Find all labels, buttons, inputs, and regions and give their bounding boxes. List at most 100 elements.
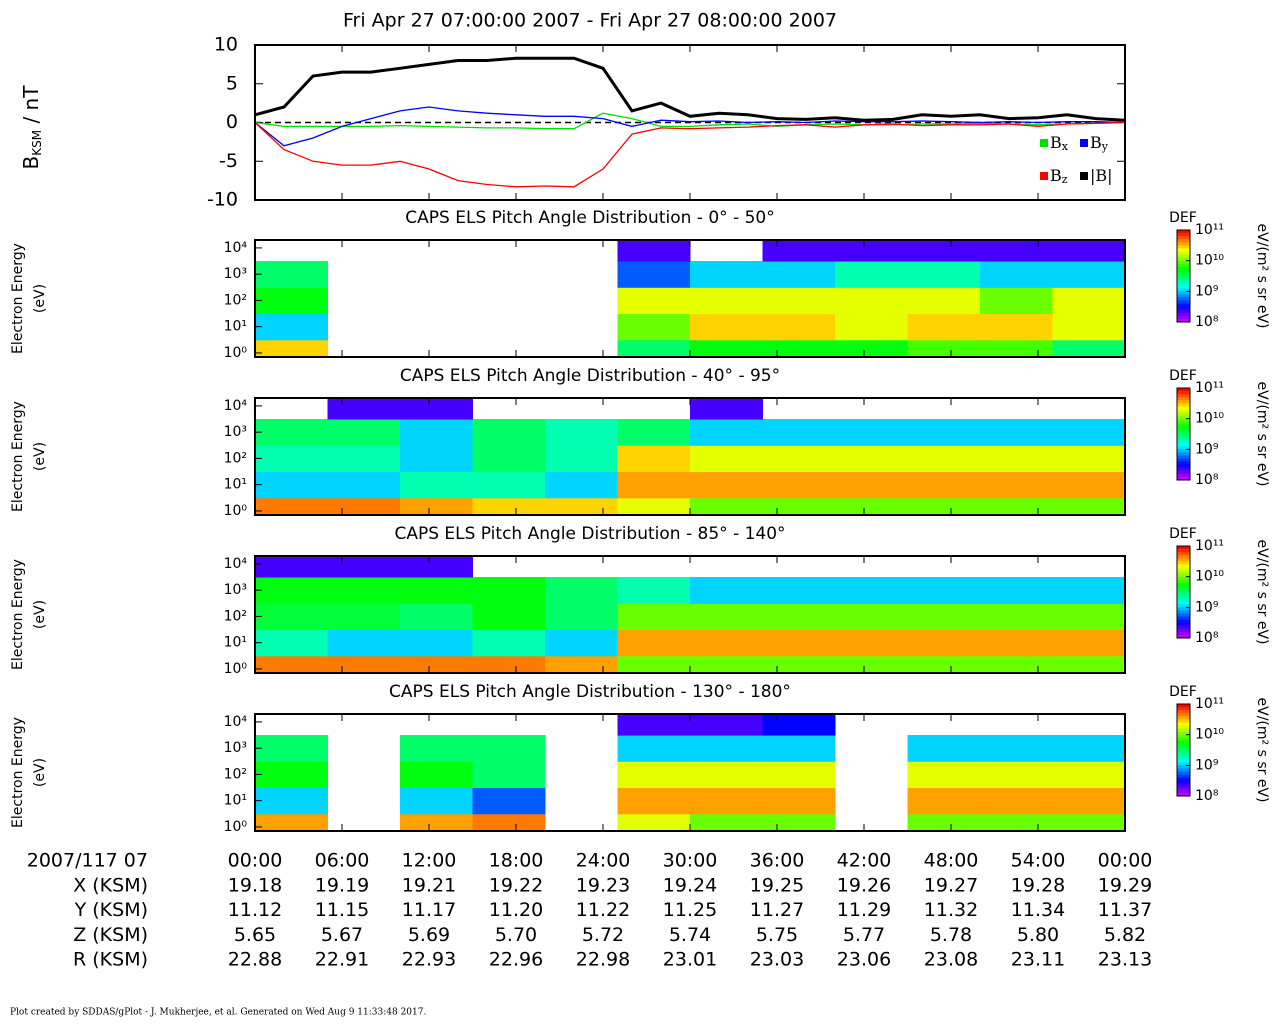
y-axis-label: (eV) (32, 284, 48, 313)
heatmap-cell (762, 339, 836, 357)
row-label: X (KSM) (73, 875, 148, 897)
colorbar-step (1177, 464, 1190, 469)
plot-frame (254, 397, 1126, 516)
colorbar-step (1177, 306, 1190, 311)
colorbar-step (1177, 610, 1190, 614)
row-value: 11.29 (837, 899, 891, 921)
heatmap-cell (617, 313, 691, 341)
colorbar-step (1177, 719, 1190, 723)
legend-sub: z (1062, 173, 1068, 186)
colorbar-step (1177, 391, 1190, 395)
colorbar-step (1177, 239, 1190, 243)
colorbar-step (1177, 312, 1190, 317)
colorbar-step (1177, 412, 1190, 417)
heatmap-cell (907, 761, 981, 789)
y-axis-label: (eV) (32, 758, 48, 787)
heatmap-cell (835, 629, 908, 657)
colorbar-step (1177, 567, 1190, 572)
heatmap-cell (545, 629, 618, 657)
heatmap-cell (617, 655, 691, 673)
heatmap-cell (907, 655, 981, 673)
legend-name: |B| (1090, 166, 1113, 185)
colorbar-step (1177, 789, 1190, 794)
colorbar-step (1177, 740, 1190, 745)
legend-name: B (1050, 133, 1062, 152)
row-value: 5.65 (234, 924, 276, 946)
colorbar-step (1177, 288, 1190, 292)
legend-name: B (1090, 133, 1102, 152)
colorbar-step (1177, 546, 1190, 550)
y-axis-label: BKSM / nT (19, 85, 44, 170)
heatmap-cell (980, 497, 1053, 515)
heatmap-cell (327, 419, 401, 446)
heatmap-cell (907, 313, 981, 341)
row-value: 22.98 (576, 949, 630, 971)
colorbar-step (1177, 248, 1190, 252)
heatmap-cell (617, 761, 691, 789)
y-tick-label: 10⁰ (224, 661, 248, 677)
y-axis-label: Electron Energy (10, 243, 26, 354)
colorbar-step (1177, 759, 1190, 763)
heatmap-cell (617, 735, 691, 762)
legend-sub: y (1101, 140, 1109, 153)
heatmap-cell (835, 577, 908, 604)
heatmap-cell (400, 813, 473, 831)
colorbar-step (1177, 260, 1190, 265)
heatmap-cell (472, 761, 546, 789)
colorbar-step (1177, 728, 1190, 733)
colorbar-step (1177, 552, 1190, 556)
heatmap-cell (255, 813, 328, 831)
row-value: 5.70 (495, 924, 537, 946)
heatmap-cell (545, 445, 618, 473)
heatmap-cell (255, 497, 328, 515)
legend-swatch (1040, 139, 1048, 147)
row-value: 5.72 (582, 924, 624, 946)
heatmap-cell (907, 419, 981, 446)
row-value: 23.08 (924, 949, 978, 971)
heatmap-cell (617, 287, 691, 315)
colorbar-frame (1176, 229, 1191, 323)
heatmap-cell (980, 261, 1053, 288)
heatmap-cell (907, 240, 981, 262)
heatmap-cell (690, 603, 763, 631)
panel-title: CAPS ELS Pitch Angle Distribution - 40° … (400, 366, 780, 386)
row-value: 22.93 (402, 949, 456, 971)
colorbar-step (1177, 616, 1190, 621)
row-value: 11.22 (576, 899, 630, 921)
heatmap-cell (762, 655, 836, 673)
table-header: 2007/117 07 (27, 850, 148, 872)
colorbar-step (1177, 300, 1190, 305)
row-value: 11.32 (924, 899, 978, 921)
y-tick-label: 10¹ (224, 319, 247, 335)
heatmap-cell (690, 313, 763, 341)
colorbar-step (1177, 558, 1190, 562)
heatmap-cell (400, 629, 473, 657)
row-value: 11.20 (489, 899, 543, 921)
legend-sub: x (1062, 140, 1069, 153)
colorbar-step (1177, 792, 1190, 797)
heatmap-cell (980, 445, 1053, 473)
y-label-unit: / nT (19, 85, 43, 130)
colorbar-step (1177, 780, 1190, 785)
heatmap-cell (255, 787, 328, 815)
heatmap-cell (907, 813, 981, 831)
heatmap-cell (907, 577, 981, 604)
colorbar-step (1177, 254, 1190, 259)
colorbar-step (1177, 427, 1190, 432)
colorbar-step (1177, 771, 1190, 776)
heatmap-cell (980, 787, 1053, 815)
heatmap-cell (980, 603, 1053, 631)
colorbar-label: DEF (1169, 526, 1197, 542)
colorbar-step (1177, 607, 1190, 611)
colorbar-step (1177, 622, 1190, 627)
heatmap-cell (690, 287, 763, 315)
heatmap-cell (1052, 261, 1125, 288)
heatmap-cell (762, 813, 836, 831)
heatmap-cell (1052, 339, 1125, 357)
row-value: 19.27 (924, 875, 978, 897)
heatmap-cell (835, 655, 908, 673)
colorbar-step (1177, 564, 1190, 568)
row-value: 19.21 (402, 875, 456, 897)
y-tick-label: 10¹ (224, 477, 247, 493)
heatmap-cell (472, 655, 546, 673)
